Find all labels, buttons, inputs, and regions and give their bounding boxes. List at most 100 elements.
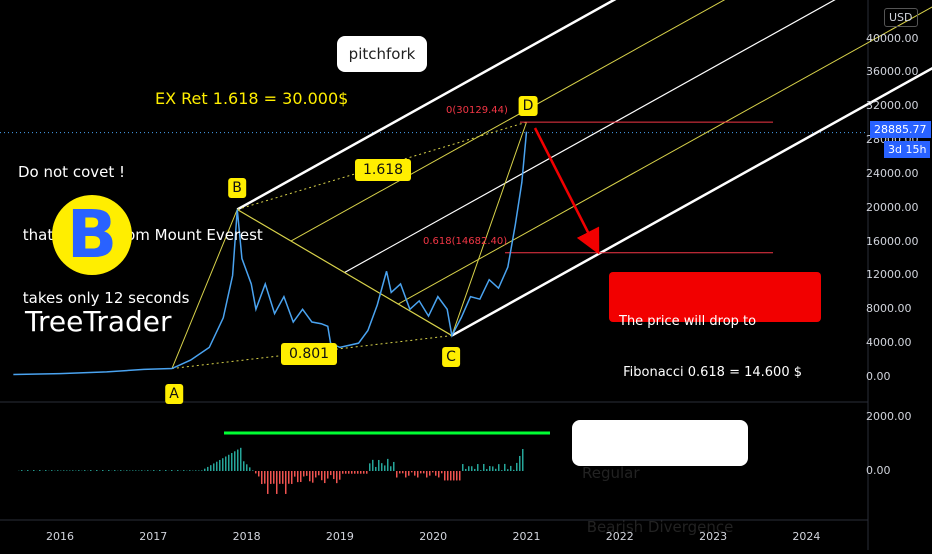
drop-arrow <box>535 128 597 250</box>
histogram-bar <box>159 470 161 471</box>
histogram-bar <box>261 471 263 484</box>
histogram-bar <box>216 462 218 471</box>
histogram-bar <box>141 470 143 471</box>
histogram-bar <box>396 471 398 478</box>
histogram-bar <box>183 470 185 471</box>
histogram-bar <box>360 471 362 474</box>
histogram-bar <box>201 470 203 471</box>
histogram-bar <box>120 470 122 471</box>
histogram-bar <box>498 464 500 471</box>
histogram-bar <box>126 470 128 471</box>
price-tick-label: 40000.00 <box>866 32 932 45</box>
histogram-bar <box>513 470 515 471</box>
divergence-line-1: Regular <box>582 464 738 482</box>
histogram-bar <box>72 470 74 471</box>
price-tick-label: 12000.00 <box>866 268 932 281</box>
histogram-bar <box>204 469 206 471</box>
oscillator-tick-label: 2000.00 <box>866 410 932 423</box>
histogram-bar <box>450 471 452 480</box>
histogram-bar <box>357 471 359 474</box>
histogram-bar <box>393 462 395 471</box>
histogram-bar <box>228 455 230 471</box>
histogram-bar <box>405 471 407 477</box>
histogram-bar <box>258 471 260 476</box>
histogram-bar <box>285 471 287 494</box>
histogram-bar <box>381 463 383 471</box>
histogram-bar <box>57 470 59 471</box>
histogram-bar <box>78 470 80 471</box>
histogram-bar <box>153 470 155 471</box>
histogram-bar <box>420 471 422 473</box>
histogram-bar <box>255 471 257 473</box>
histogram-bar <box>324 471 326 483</box>
histogram-bar <box>459 471 461 480</box>
countdown-tag: 3d 15h <box>884 141 930 158</box>
histogram-bar <box>207 467 209 471</box>
histogram-bar <box>318 471 320 475</box>
histogram-bar <box>231 453 233 471</box>
point-d-label: D <box>519 96 538 116</box>
drop-line-2: Fibonacci 0.618 = 14.600 $ <box>619 364 815 381</box>
price-tick-label: 32000.00 <box>866 99 932 112</box>
histogram-bar <box>306 471 308 476</box>
histogram-bar <box>132 470 134 471</box>
pitchfork-callout: pitchfork <box>337 36 427 72</box>
time-tick-label: 2020 <box>419 530 447 543</box>
time-tick-label: 2016 <box>46 530 74 543</box>
histogram-bar <box>378 460 380 471</box>
histogram-bar <box>321 471 323 480</box>
current-price-tag: 28885.77 <box>870 121 931 138</box>
histogram-bar <box>432 471 434 472</box>
histogram-bar <box>354 471 356 474</box>
histogram-bar <box>495 469 497 471</box>
histogram-bar <box>21 470 23 471</box>
histogram-bar <box>345 471 347 474</box>
histogram-bar <box>519 456 521 471</box>
histogram-bar <box>438 471 440 477</box>
histogram-bar <box>456 471 458 480</box>
histogram-bar <box>486 469 488 471</box>
point-a-label: A <box>165 384 183 404</box>
oscillator-tick-label: 0.00 <box>866 464 932 477</box>
histogram-bar <box>447 471 449 480</box>
histogram-bar <box>390 466 392 471</box>
histogram-bar <box>366 471 368 474</box>
histogram-bar <box>189 470 191 471</box>
currency-badge[interactable]: USD <box>884 8 918 27</box>
histogram-bar <box>252 470 254 471</box>
time-tick-label: 2019 <box>326 530 354 543</box>
histogram-bar <box>309 471 311 481</box>
histogram-bar <box>522 449 524 471</box>
price-drop-callout: The price will drop to Fibonacci 0.618 =… <box>609 272 821 322</box>
histogram-bar <box>462 464 464 471</box>
histogram-bar <box>234 451 236 471</box>
histogram-bar <box>225 457 227 471</box>
histogram-bar <box>426 471 428 477</box>
histogram-bar <box>288 471 290 484</box>
histogram-bar <box>330 471 332 475</box>
time-tick-label: 2017 <box>139 530 167 543</box>
histogram-bar <box>468 466 470 471</box>
fib-level-0-label: 0(30129.44) <box>446 105 508 116</box>
histogram-bar <box>177 470 179 471</box>
histogram-bar <box>417 471 419 477</box>
histogram-bar <box>414 471 416 476</box>
histogram-bar <box>135 470 137 471</box>
time-tick-label: 2021 <box>513 530 541 543</box>
bitcoin-logo-icon: B <box>52 195 132 275</box>
pitchfork-bc-line <box>237 209 452 335</box>
price-tick-label: 16000.00 <box>866 235 932 248</box>
bitcoin-logo-letter: B <box>67 196 117 273</box>
histogram-bar <box>435 471 437 476</box>
histogram-bar <box>213 463 215 471</box>
histogram-bar <box>297 471 299 482</box>
price-tick-label: 20000.00 <box>866 201 932 214</box>
histogram-bar <box>507 469 509 471</box>
histogram-bar <box>477 464 479 471</box>
time-tick-label: 2018 <box>233 530 261 543</box>
warning-line-1: Do not covet ! <box>18 162 263 183</box>
histogram-bar <box>384 465 386 471</box>
histogram-bar <box>510 466 512 471</box>
histogram-bar <box>237 450 239 471</box>
histogram-bar <box>273 471 275 484</box>
